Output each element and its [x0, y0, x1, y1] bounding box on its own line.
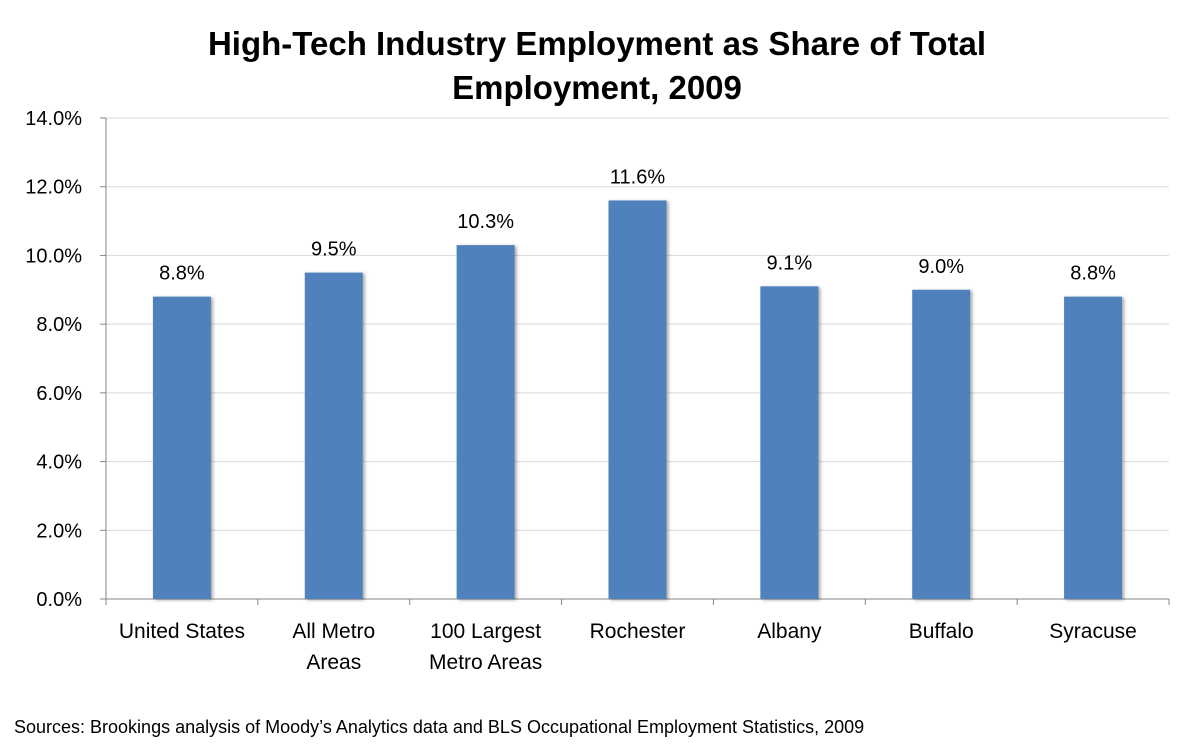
y-tick-label: 6.0%	[36, 383, 82, 405]
bar	[1064, 296, 1123, 599]
bar	[912, 289, 971, 599]
x-tick-label: Metro Areas	[429, 651, 542, 674]
x-tick-label: United States	[119, 620, 245, 643]
bars	[152, 200, 1123, 599]
x-tick-label: Syracuse	[1049, 620, 1137, 643]
data-label: 8.8%	[1070, 263, 1116, 285]
y-tick-label: 10.0%	[25, 245, 82, 267]
x-tick-label: All Metro	[292, 620, 375, 643]
y-tick-label: 12.0%	[25, 177, 82, 199]
data-label: 8.8%	[159, 263, 205, 285]
y-tick-label: 0.0%	[36, 589, 82, 611]
y-tick-label: 8.0%	[36, 314, 82, 336]
x-tick-label: Albany	[757, 620, 822, 643]
chart-title-line-1: High-Tech Industry Employment as Share o…	[207, 25, 987, 62]
x-tick-label: Rochester	[590, 620, 686, 643]
y-tick-label: 4.0%	[36, 452, 82, 474]
source-note: Sources: Brookings analysis of Moody’s A…	[14, 717, 865, 737]
bar	[760, 286, 819, 599]
y-tick-label: 2.0%	[36, 520, 82, 542]
bar	[608, 200, 667, 599]
chart-title: High-Tech Industry Employment as Share o…	[0, 22, 1194, 110]
data-label: 10.3%	[457, 211, 514, 233]
data-label: 9.5%	[311, 239, 357, 261]
bar	[456, 245, 515, 599]
chart-title-line-2: Employment, 2009	[452, 69, 742, 106]
data-label: 9.1%	[767, 252, 813, 274]
x-tick-label: Areas	[306, 651, 361, 674]
bar	[152, 296, 211, 599]
x-tick-label: 100 Largest	[430, 620, 541, 643]
x-tick-label: Buffalo	[909, 620, 974, 643]
bar	[304, 272, 363, 599]
labels: 0.0% 2.0% 4.0% 6.0% 8.0% 10.0% 12.0% 14.0% 8.8% U…	[25, 108, 1137, 674]
data-label: 9.0%	[918, 256, 964, 278]
data-label: 11.6%	[610, 166, 665, 188]
y-tick-label: 14.0%	[25, 108, 82, 130]
